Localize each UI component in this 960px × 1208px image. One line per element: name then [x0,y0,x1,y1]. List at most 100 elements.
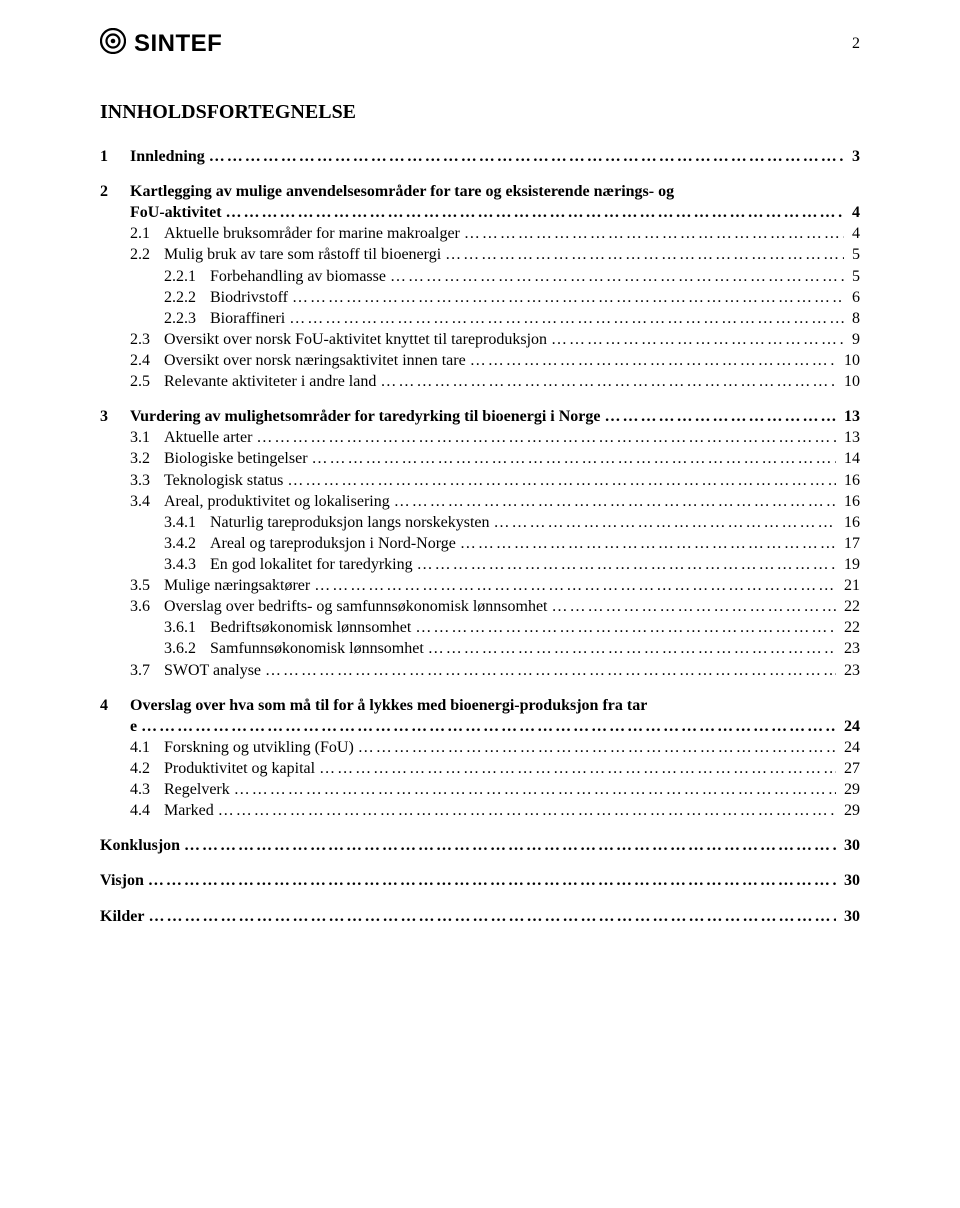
toc-number: 2.2.1 [164,266,210,287]
toc-leader [265,660,836,681]
target-icon [100,28,126,59]
toc-number: 3.6 [130,596,164,617]
toc-entry[interactable]: 3.4.1Naturlig tareproduksjon langs norsk… [100,512,860,533]
toc-entry[interactable]: 4.4Marked29 [100,800,860,821]
toc-number: 4.3 [130,779,164,800]
toc-label: Oversikt over norsk FoU-aktivitet knytte… [164,329,547,350]
toc-number: 4.1 [130,737,164,758]
toc-label: Bedriftsøkonomisk lønnsomhet [210,617,411,638]
toc-entry[interactable]: e24 [100,716,860,737]
toc-entry[interactable]: 2.2.3Bioraffineri8 [100,308,860,329]
toc-number: 3.4.3 [164,554,210,575]
toc-page: 23 [840,638,860,659]
toc-entry[interactable]: 3.7SWOT analyse23 [100,660,860,681]
toc-entry[interactable]: Kilder30 [100,906,860,927]
toc-leader [494,512,837,533]
toc-leader [289,308,844,329]
toc-page: 22 [840,617,860,638]
toc-leader [218,800,836,821]
toc-label: Samfunnsøkonomisk lønnsomhet [210,638,424,659]
toc-entry[interactable]: Visjon30 [100,870,860,891]
toc-label: Overslag over bedrifts- og samfunnsøkono… [164,596,548,617]
toc-entry[interactable]: 4.2Produktivitet og kapital27 [100,758,860,779]
toc-entry[interactable]: 3.6.1Bedriftsøkonomisk lønnsomhet 22 [100,617,860,638]
toc-entry[interactable]: 2.2.1Forbehandling av biomasse5 [100,266,860,287]
toc-page: 4 [848,202,860,223]
toc-entry[interactable]: 3.2Biologiske betingelser14 [100,448,860,469]
toc-number: 2.5 [130,371,164,392]
toc-page: 10 [840,350,860,371]
toc-label: Konklusjon [100,835,180,856]
toc-leader [312,448,836,469]
toc-leader [292,287,844,308]
toc-number: 3.4.2 [164,533,210,554]
toc-entry[interactable]: 3.5Mulige næringsaktører21 [100,575,860,596]
toc-page: 24 [840,737,860,758]
toc-entry[interactable]: 3.1Aktuelle arter13 [100,427,860,448]
toc-entry[interactable]: 2.3Oversikt over norsk FoU-aktivitet kny… [100,329,860,350]
page-header: SINTEF 2 [100,28,860,59]
toc-leader [141,716,836,737]
toc-leader [148,870,836,891]
toc-entry[interactable]: Konklusjon30 [100,835,860,856]
toc-entry[interactable]: 4.1Forskning og utvikling (FoU)24 [100,737,860,758]
toc-entry[interactable]: 1Innledning3 [100,146,860,167]
toc-leader [394,491,836,512]
toc-label: Areal og tareproduksjon i Nord-Norge [210,533,456,554]
toc-page: 3 [848,146,860,167]
toc-page: 24 [840,716,860,737]
toc-entry[interactable]: 2.2.2Biodrivstoff6 [100,287,860,308]
table-of-contents: 1Innledning3 2Kartlegging av mulige anven… [100,146,860,927]
toc-leader [148,906,836,927]
toc-label: Overslag over hva som må til for å lykke… [130,695,647,716]
toc-number: 2.3 [130,329,164,350]
brand-name: SINTEF [134,30,222,58]
toc-label: En god lokalitet for taredyrking [210,554,413,575]
toc-leader [256,427,836,448]
page-number: 2 [852,35,860,53]
toc-label: Regelverk [164,779,230,800]
toc-number: 2.4 [130,350,164,371]
toc-entry[interactable]: 3.4.3En god lokalitet for taredyrking19 [100,554,860,575]
toc-label: Kartlegging av mulige anvendelsesområder… [130,181,674,202]
toc-entry[interactable]: 3.4Areal, produktivitet og lokalisering1… [100,491,860,512]
toc-leader [428,638,836,659]
toc-page: 14 [840,448,860,469]
toc-entry[interactable]: 3.3Teknologisk status16 [100,470,860,491]
toc-number: 2 [100,181,130,202]
toc-page: 5 [848,266,860,287]
toc-entry[interactable]: 3.6.2Samfunnsøkonomisk lønnsomhet 23 [100,638,860,659]
toc-entry[interactable]: 4.3Regelverk29 [100,779,860,800]
toc-entry[interactable]: 3Vurdering av mulighetsområder for tared… [100,406,860,427]
toc-number: 3.4 [130,491,164,512]
toc-entry[interactable]: FoU-aktivitet4 [100,202,860,223]
toc-page: 10 [840,371,860,392]
toc-label: Produktivitet og kapital [164,758,315,779]
toc-entry[interactable]: 3.6Overslag over bedrifts- og samfunnsøk… [100,596,860,617]
toc-entry[interactable]: 2.4Oversikt over norsk næringsaktivitet … [100,350,860,371]
toc-label: Bioraffineri [210,308,285,329]
toc-entry[interactable]: 2.2Mulig bruk av tare som råstoff til bi… [100,244,860,265]
toc-label: SWOT analyse [164,660,261,681]
toc-entry[interactable]: 2.1Aktuelle bruksområder for marine makr… [100,223,860,244]
toc-page: 16 [840,491,860,512]
toc-number: 1 [100,146,130,167]
toc-entry-line1: 4Overslag over hva som må til for å lykk… [100,695,860,716]
toc-entry[interactable]: 3.4.2Areal og tareproduksjon i Nord-Norg… [100,533,860,554]
toc-number: 3.6.1 [164,617,210,638]
toc-page: 17 [840,533,860,554]
toc-label: Kilder [100,906,144,927]
toc-leader [390,266,844,287]
toc-label: Oversikt over norsk næringsaktivitet inn… [164,350,466,371]
toc-number: 3 [100,406,130,427]
toc-label: Aktuelle bruksområder for marine makroal… [164,223,460,244]
toc-leader [380,371,836,392]
toc-leader [552,596,837,617]
toc-label: Aktuelle arter [164,427,252,448]
toc-page: 16 [840,470,860,491]
toc-label: Mulig bruk av tare som råstoff til bioen… [164,244,441,265]
toc-label: Vurdering av mulighetsområder for taredy… [130,406,600,427]
toc-number: 3.6.2 [164,638,210,659]
toc-leader [319,758,836,779]
toc-entry[interactable]: 2.5Relevante aktiviteter i andre land10 [100,371,860,392]
